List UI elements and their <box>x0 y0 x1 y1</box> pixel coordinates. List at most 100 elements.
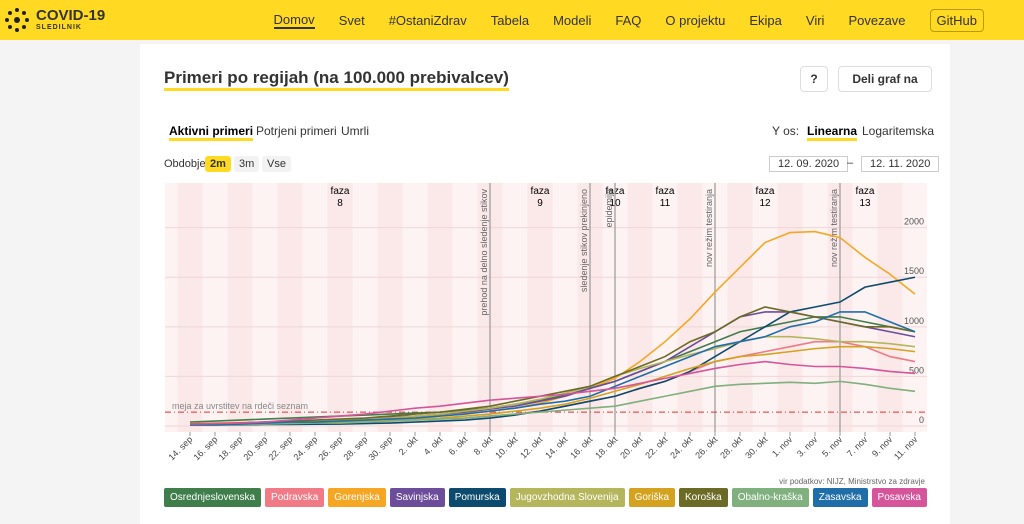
x-tick-label: 22. sep <box>266 434 294 462</box>
help-button[interactable]: ? <box>800 66 828 92</box>
nav-item[interactable]: FAQ <box>615 12 642 28</box>
legend-item[interactable]: Posavska <box>871 488 927 507</box>
x-tick-label: 6. okt <box>447 434 470 457</box>
legend-item[interactable]: Podravska <box>265 488 325 507</box>
period-button[interactable]: 3m <box>234 156 260 172</box>
series-line <box>190 311 916 426</box>
y-tick-label: 0 <box>919 415 924 425</box>
nav: Domov Svet #OstaniZdrav Tabela Modeli FAQ O pr… <box>273 0 984 40</box>
y-tick-label: 1000 <box>904 316 924 326</box>
phase-label: faza <box>756 186 775 197</box>
scale-option[interactable]: Logaritemska <box>862 124 935 138</box>
date-from[interactable]: 12. 09. 2020 <box>769 156 849 172</box>
legend-item[interactable]: Jugovzhodna Slovenija <box>509 488 625 507</box>
event-label: nov režim testiranja <box>829 189 839 267</box>
phase-label: faza <box>656 186 675 197</box>
legend-item[interactable]: Zasavska <box>812 488 868 507</box>
phase-label: faza <box>531 186 550 197</box>
legend-item[interactable]: Gorenjska <box>328 488 386 507</box>
phase-number: 9 <box>537 198 543 209</box>
band <box>777 183 803 432</box>
scale-option[interactable]: Linearna <box>807 124 858 141</box>
series-line <box>190 276 916 426</box>
x-tick-label: 26. okt <box>693 434 720 461</box>
legend-item[interactable]: Obalno-kraška <box>731 488 809 507</box>
phase-label: faza <box>331 186 350 197</box>
x-tick-label: 14. okt <box>543 434 570 461</box>
tab[interactable]: Aktivni primeri <box>169 124 254 141</box>
date-to[interactable]: 12. 11. 2020 <box>861 156 940 172</box>
series-line <box>189 335 916 426</box>
nav-item[interactable]: Modeli <box>553 12 592 28</box>
series-line <box>190 380 916 426</box>
x-tick-label: 8. okt <box>472 434 495 457</box>
x-tick-label: 2. okt <box>397 434 420 457</box>
legend-item[interactable]: Savinjska <box>389 488 445 507</box>
logo[interactable]: COVID-19 <box>36 7 106 24</box>
band <box>727 183 753 432</box>
header: COVID-19 SLEDILNIK Domov Svet #OstaniZdrav… <box>0 0 1024 40</box>
x-tick-label: 1. nov <box>770 434 795 459</box>
legend: Osrednjeslovenska Podravska Gorenjska Savin… <box>164 488 944 507</box>
period-button[interactable]: 2m <box>205 156 231 172</box>
nav-item[interactable]: O projektu <box>665 12 726 28</box>
nav-item[interactable]: Domov <box>273 11 315 29</box>
chart-title: Primeri po regijah (na 100.000 prebivalc… <box>164 68 509 91</box>
nav-item[interactable]: Svet <box>338 12 365 28</box>
nav-item[interactable]: Viri <box>805 12 825 28</box>
x-tick-label: 18. sep <box>216 434 244 462</box>
nav-item[interactable]: Ekipa <box>749 12 782 28</box>
event-label: nov režim testiranja <box>704 189 714 267</box>
tab[interactable]: Umrli <box>341 124 369 138</box>
x-tick-label: 16. sep <box>191 434 219 462</box>
event-label: sledenje stikov prekinjeno <box>579 189 589 292</box>
x-tick-label: 30. sep <box>366 434 394 462</box>
x-tick-label: 18. okt <box>593 434 620 461</box>
x-tick-label: 30. okt <box>743 434 770 461</box>
x-tick-label: 16. okt <box>568 434 595 461</box>
nav-item[interactable]: GitHub <box>929 8 984 32</box>
x-tick-label: 26. sep <box>316 434 344 462</box>
threshold-label: meja za uvrstitev na rdeči seznam <box>172 401 308 411</box>
band <box>427 183 453 432</box>
x-tick-label: 7. nov <box>845 434 870 459</box>
logo-sub: SLEDILNIK <box>36 24 82 31</box>
x-tick-label: 28. sep <box>341 434 369 462</box>
legend-item[interactable]: Goriška <box>628 488 676 507</box>
x-tick-label: 5. nov <box>820 434 845 459</box>
tab[interactable]: Potrjeni primeri <box>256 124 337 138</box>
phase-number: 11 <box>660 198 671 209</box>
band <box>177 183 203 432</box>
x-tick-label: 10. okt <box>493 434 520 461</box>
band <box>677 183 703 432</box>
event-label: prehod na delno sledenje stikov <box>479 189 489 316</box>
band <box>327 183 353 432</box>
x-tick-label: 4. okt <box>422 434 445 457</box>
phase-number: 12 <box>759 198 771 209</box>
series-line <box>189 360 916 425</box>
nav-item[interactable]: Povezave <box>848 12 906 28</box>
series-line <box>189 306 916 425</box>
legend-item[interactable]: Koroška <box>679 488 728 507</box>
nav-item[interactable]: Tabela <box>490 12 530 28</box>
x-tick-label: 20. okt <box>618 434 645 461</box>
legend-item[interactable]: Pomurska <box>448 488 506 507</box>
y-tick-label: 1500 <box>904 266 924 276</box>
period-button[interactable]: Vse <box>262 156 291 172</box>
series-line <box>189 316 916 423</box>
period-label: Obdobje <box>164 158 206 170</box>
phase-label: faza <box>856 186 875 197</box>
source: vir podatkov: NIJZ, Ministrstvo za zdrav… <box>779 477 925 486</box>
band <box>527 183 553 432</box>
band <box>627 183 653 432</box>
x-tick-label: 12. okt <box>518 434 545 461</box>
chart: 0500100015002000faza8faza9faza10faza11fa… <box>165 183 927 462</box>
y-tick-label: 2000 <box>904 217 924 227</box>
legend-item[interactable]: Osrednjeslovenska <box>164 488 262 507</box>
share-button[interactable]: Deli graf na <box>838 66 932 92</box>
band <box>277 183 303 432</box>
share-label: Deli graf na <box>852 72 918 86</box>
nav-item[interactable]: #OstaniZdrav <box>388 12 467 28</box>
y-tick-label: 500 <box>909 365 924 375</box>
